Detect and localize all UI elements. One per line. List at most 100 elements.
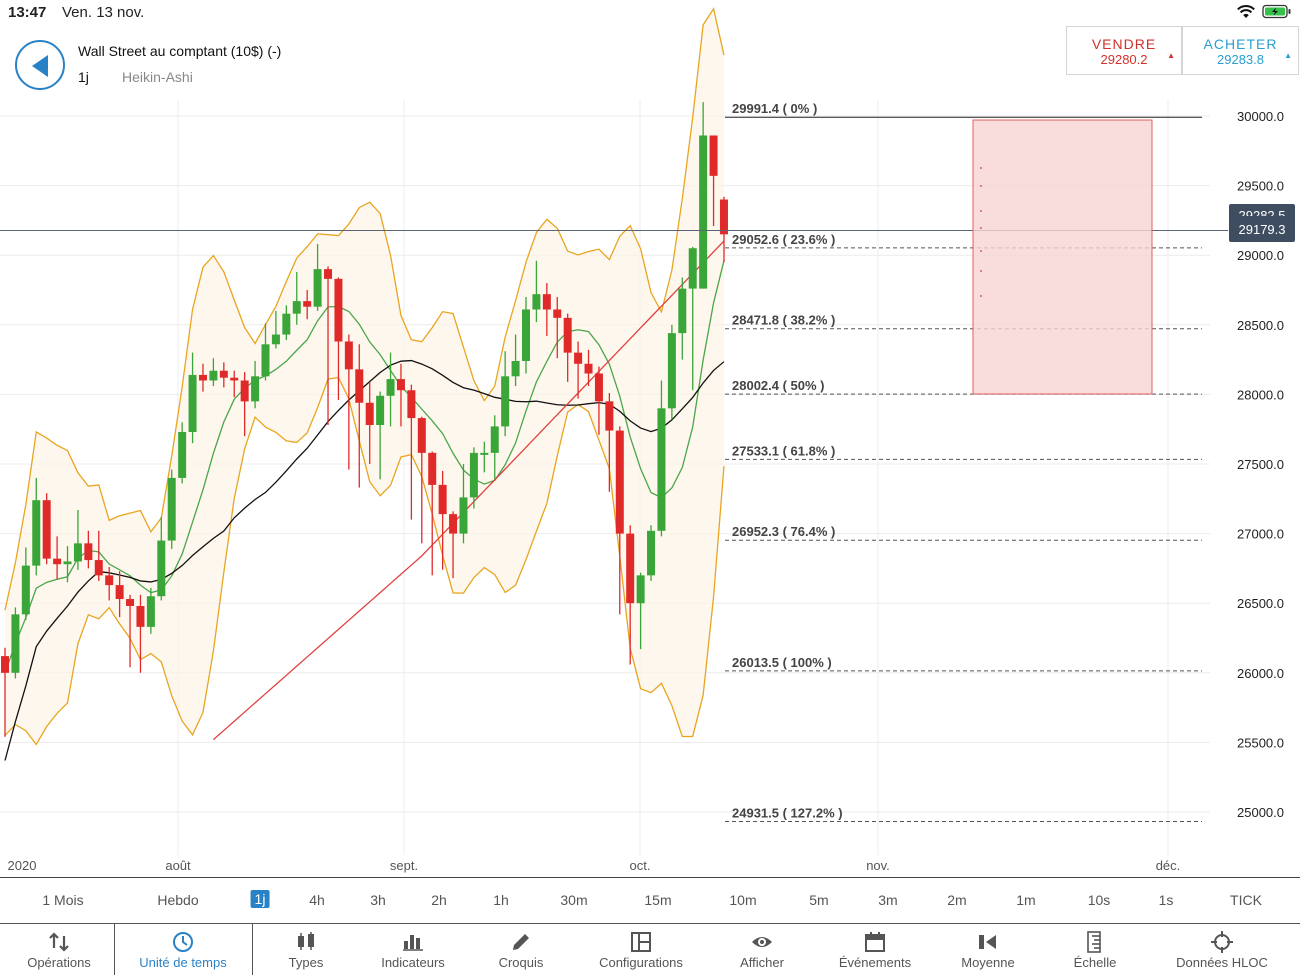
transfer-icon bbox=[49, 932, 69, 952]
candle-body bbox=[324, 269, 333, 279]
timeframe-5m[interactable]: 5m bbox=[809, 892, 829, 908]
timeframe-3h[interactable]: 3h bbox=[370, 892, 386, 908]
timeframe-15m[interactable]: 15m bbox=[644, 892, 672, 908]
buy-button[interactable]: ACHETER 29283.8 ▲ bbox=[1182, 26, 1299, 75]
current-price-value: 29179.3 bbox=[1238, 222, 1286, 237]
candle-body bbox=[84, 543, 93, 561]
tool-types[interactable]: Types bbox=[251, 924, 361, 975]
candle-body bbox=[219, 370, 228, 378]
zone-marker bbox=[980, 270, 982, 272]
candle-body bbox=[688, 248, 697, 289]
timeframe-1m[interactable]: 1m bbox=[1016, 892, 1036, 908]
candle-body bbox=[407, 390, 416, 419]
tool-label: Données HLOC bbox=[1176, 955, 1268, 970]
candle-body bbox=[417, 418, 426, 453]
instrument-title: Wall Street au comptant (10$) (-) bbox=[78, 43, 282, 59]
y-tick-label: 27500.0 bbox=[1237, 457, 1284, 472]
candle-body bbox=[251, 376, 260, 402]
zone-marker bbox=[980, 167, 982, 169]
tool-operations[interactable]: Opérations bbox=[4, 924, 114, 975]
timeframe-hebdo[interactable]: Hebdo bbox=[157, 892, 199, 908]
y-tick-label: 26000.0 bbox=[1237, 666, 1284, 681]
y-tick-label: 28500.0 bbox=[1237, 318, 1284, 333]
y-tick-label: 29000.0 bbox=[1237, 248, 1284, 263]
timeframe-3m[interactable]: 3m bbox=[878, 892, 898, 908]
tool-echelle[interactable]: Échelle bbox=[1040, 924, 1150, 975]
candle-body bbox=[584, 363, 593, 374]
tool-evenements[interactable]: Événements bbox=[820, 924, 930, 975]
candles-icon bbox=[298, 932, 314, 950]
tool-donnees-hloc[interactable]: Données HLOC bbox=[1167, 924, 1277, 975]
y-tick-label: 25000.0 bbox=[1237, 805, 1284, 820]
tool-label: Croquis bbox=[498, 955, 544, 970]
candle-body bbox=[501, 376, 510, 427]
wifi-icon bbox=[1237, 5, 1255, 18]
timeframe-2m[interactable]: 2m bbox=[947, 892, 967, 908]
candle-body bbox=[115, 585, 124, 600]
candle-body bbox=[198, 374, 207, 381]
moving-average-black bbox=[4, 359, 725, 761]
candle-body bbox=[563, 317, 572, 353]
bollinger-upper bbox=[4, 7, 725, 611]
zone-marker bbox=[980, 185, 982, 187]
timeframe-1h[interactable]: 1h bbox=[493, 892, 509, 908]
tool-afficher[interactable]: Afficher bbox=[707, 924, 817, 975]
zone-marker bbox=[980, 227, 982, 229]
current-price-label: 29282.5 29179.3 bbox=[1229, 204, 1295, 242]
moving-average-red bbox=[212, 240, 725, 741]
zone-marker bbox=[980, 210, 982, 212]
candle-body bbox=[355, 369, 364, 403]
tool-moyenne[interactable]: Moyenne bbox=[933, 924, 1043, 975]
candle-body bbox=[542, 294, 551, 310]
price-up-icon: ▲ bbox=[1167, 51, 1175, 60]
candle-body bbox=[719, 199, 728, 235]
y-tick-label: 29500.0 bbox=[1237, 179, 1284, 194]
candle-body bbox=[605, 401, 614, 431]
fib-label: 26952.3 ( 76.4% ) bbox=[732, 524, 835, 539]
candle-body bbox=[553, 309, 562, 318]
fib-label: 26013.5 ( 100% ) bbox=[732, 655, 832, 670]
candle-body bbox=[53, 558, 62, 565]
timeframe-10s[interactable]: 10s bbox=[1087, 892, 1111, 908]
instrument-timeframe: 1j bbox=[78, 69, 89, 85]
timeframe-1s[interactable]: 1s bbox=[1158, 892, 1174, 908]
fib-label: 29052.6 ( 23.6% ) bbox=[732, 232, 835, 247]
tool-label: Opérations bbox=[27, 955, 91, 970]
candle-body bbox=[532, 294, 541, 310]
sell-button[interactable]: VENDRE 29280.2 ▲ bbox=[1066, 26, 1182, 75]
candle-body bbox=[230, 377, 239, 381]
tool-unite-de-temps[interactable]: Unité de temps bbox=[128, 924, 238, 975]
status-time: 13:47 bbox=[8, 4, 47, 21]
candle-body bbox=[157, 540, 166, 597]
timeframe-4h[interactable]: 4h bbox=[309, 892, 325, 908]
x-tick-label: déc. bbox=[1156, 858, 1181, 873]
candle-body bbox=[376, 395, 385, 426]
candle-body bbox=[396, 379, 405, 391]
tool-indicateurs[interactable]: Indicateurs bbox=[358, 924, 468, 975]
timeframe-2h[interactable]: 2h bbox=[431, 892, 447, 908]
fib-label: 24931.5 ( 127.2% ) bbox=[732, 806, 843, 821]
fib-label: 28002.4 ( 50% ) bbox=[732, 378, 825, 393]
timeframe-tick[interactable]: TICK bbox=[1230, 892, 1262, 908]
price-chart[interactable]: 30000.0 29500.0 29000.0 28500.0 28000.0 27500… bbox=[0, 0, 1300, 877]
scale-icon bbox=[1087, 931, 1101, 953]
tool-label: Indicateurs bbox=[381, 955, 445, 970]
tool-croquis[interactable]: Croquis bbox=[466, 924, 576, 975]
candle-body bbox=[240, 380, 249, 402]
fib-label: 29991.4 ( 0% ) bbox=[732, 101, 817, 116]
timeframe-1j[interactable]: 1j bbox=[250, 890, 270, 908]
timeframe-10m[interactable]: 10m bbox=[729, 892, 757, 908]
timeframe-1-mois[interactable]: 1 Mois bbox=[42, 892, 84, 908]
tool-configurations[interactable]: Configurations bbox=[586, 924, 696, 975]
candle-body bbox=[42, 500, 51, 559]
candle-body bbox=[647, 530, 656, 576]
back-button[interactable] bbox=[15, 40, 65, 90]
candle-body bbox=[178, 431, 187, 478]
instrument-chart-type: Heikin-Ashi bbox=[122, 69, 193, 85]
timeframe-30m[interactable]: 30m bbox=[560, 892, 588, 908]
candle-body bbox=[438, 484, 447, 515]
tool-label: Unité de temps bbox=[139, 955, 227, 970]
zone-marker bbox=[980, 250, 982, 252]
sell-label: VENDRE bbox=[1091, 36, 1157, 52]
candle-body bbox=[469, 452, 478, 498]
